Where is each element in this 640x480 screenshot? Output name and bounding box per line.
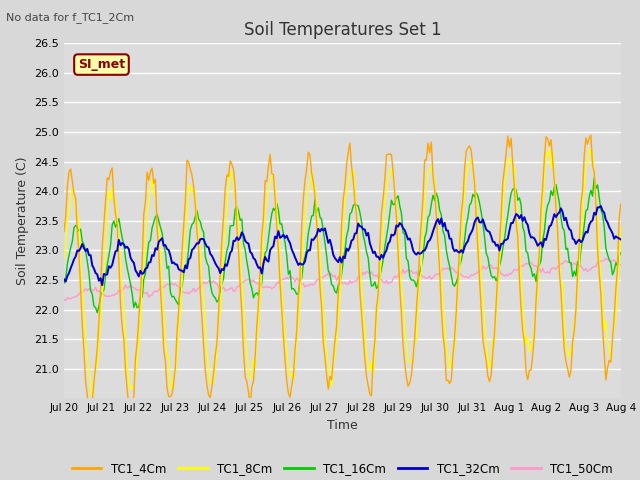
Text: SI_met: SI_met — [78, 58, 125, 71]
Title: Soil Temperatures Set 1: Soil Temperatures Set 1 — [244, 21, 441, 39]
Legend: TC1_4Cm, TC1_8Cm, TC1_16Cm, TC1_32Cm, TC1_50Cm: TC1_4Cm, TC1_8Cm, TC1_16Cm, TC1_32Cm, TC… — [67, 457, 618, 480]
Text: No data for f_TC1_2Cm: No data for f_TC1_2Cm — [6, 12, 134, 23]
X-axis label: Time: Time — [327, 419, 358, 432]
Y-axis label: Soil Temperature (C): Soil Temperature (C) — [16, 156, 29, 285]
